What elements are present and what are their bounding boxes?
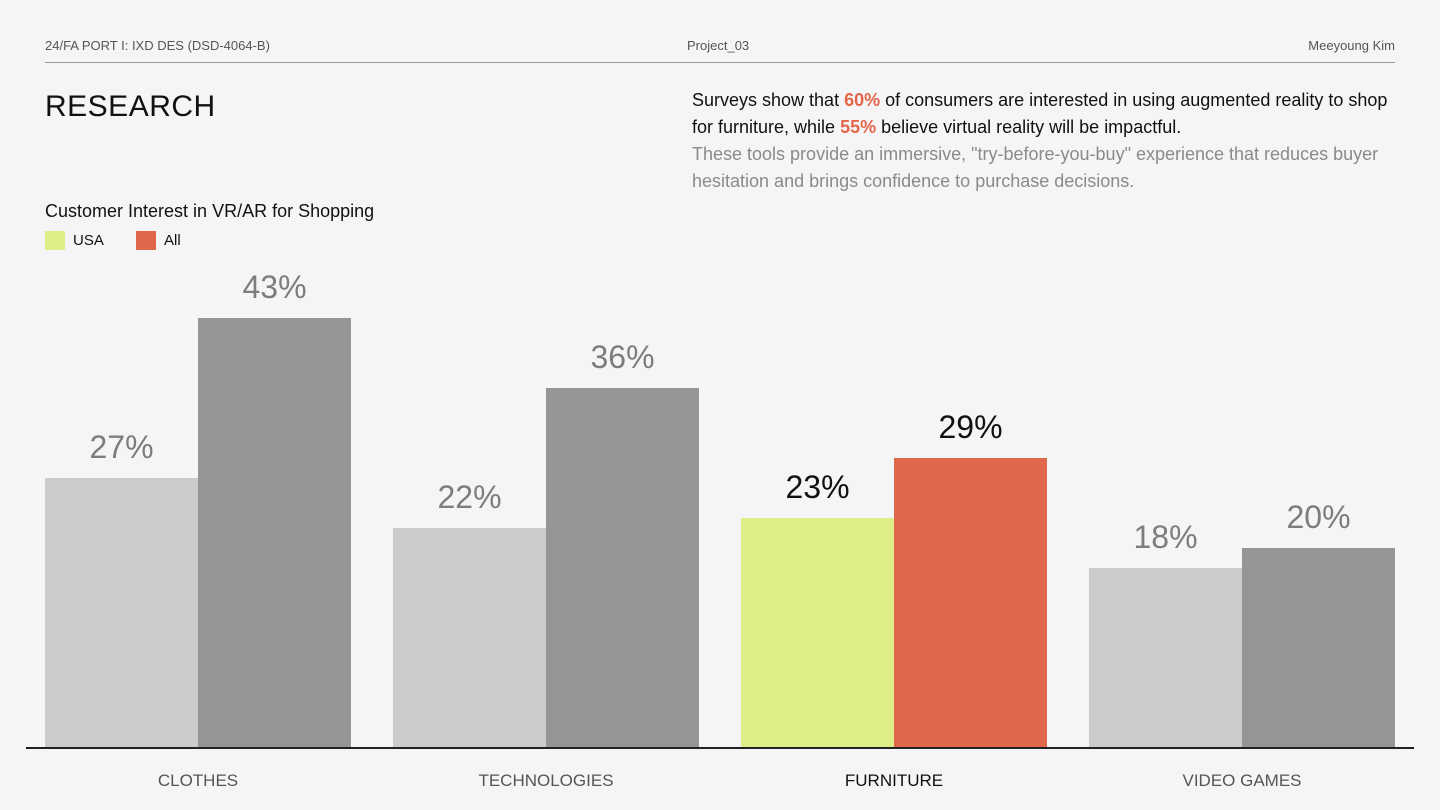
value-label-clothes-usa: 27% bbox=[89, 429, 153, 465]
bar-technologies-all bbox=[546, 388, 699, 748]
page-header: 24/FA PORT I: IXD DES (DSD-4064-B) Proje… bbox=[45, 38, 1395, 63]
legend-label-all: All bbox=[164, 232, 181, 249]
legend-swatch-all bbox=[136, 231, 156, 250]
value-label-furniture-all: 29% bbox=[938, 409, 1002, 445]
chart-title: Customer Interest in VR/AR for Shopping bbox=[45, 201, 375, 221]
project-name: Project_03 bbox=[687, 38, 750, 53]
value-label-clothes-all: 43% bbox=[242, 269, 306, 305]
category-label-clothes: CLOTHES bbox=[158, 771, 238, 790]
bar-clothes-usa bbox=[45, 478, 198, 748]
stat-ar-furniture: 60% bbox=[844, 90, 881, 110]
value-label-video-games-usa: 18% bbox=[1133, 519, 1197, 555]
value-label-technologies-usa: 22% bbox=[437, 479, 501, 515]
value-label-video-games-all: 20% bbox=[1286, 499, 1350, 535]
page-title: RESEARCH bbox=[45, 90, 216, 123]
bar-furniture-all bbox=[894, 458, 1047, 748]
stat-vr-impact: 55% bbox=[840, 117, 877, 137]
category-label-video-games: VIDEO GAMES bbox=[1182, 771, 1301, 790]
category-label-technologies: TECHNOLOGIES bbox=[478, 771, 613, 790]
intro-part-a: Surveys show that bbox=[692, 90, 845, 110]
course-code: 24/FA PORT I: IXD DES (DSD-4064-B) bbox=[45, 38, 270, 53]
value-label-technologies-all: 36% bbox=[590, 339, 654, 375]
value-label-furniture-usa: 23% bbox=[785, 469, 849, 505]
author-name: Meeyoung Kim bbox=[1308, 38, 1395, 53]
category-label-furniture: FURNITURE bbox=[845, 771, 943, 790]
intro-lead: Surveys show that 60% of consumers are i… bbox=[692, 90, 1387, 137]
bar-furniture-usa bbox=[741, 518, 894, 748]
bar-video-games-usa bbox=[1089, 568, 1242, 748]
bar-technologies-usa bbox=[393, 528, 546, 748]
intro-part-c: believe virtual reality will be impactfu… bbox=[876, 117, 1182, 137]
intro-subtext: These tools provide an immersive, "try-b… bbox=[692, 144, 1379, 191]
bar-video-games-all bbox=[1242, 548, 1395, 748]
intro-text: Surveys show that 60% of consumers are i… bbox=[692, 87, 1402, 195]
bar-clothes-all bbox=[198, 318, 351, 748]
legend-swatch-usa bbox=[45, 231, 65, 250]
intro-part-b: of consumers are interested in using aug… bbox=[692, 90, 1388, 137]
legend-label-usa: USA bbox=[73, 232, 104, 249]
